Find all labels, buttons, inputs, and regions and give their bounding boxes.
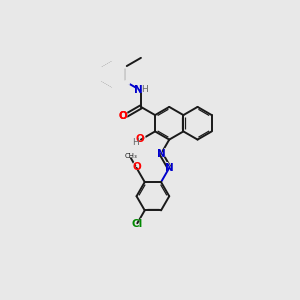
Text: CH₃: CH₃ [125, 153, 138, 159]
Text: O: O [132, 160, 142, 173]
Text: Cl: Cl [131, 219, 142, 230]
Text: N: N [166, 163, 174, 173]
Text: N: N [135, 83, 144, 97]
Text: Cl: Cl [130, 218, 143, 231]
Text: O: O [118, 111, 127, 121]
Text: O: O [118, 109, 127, 122]
Text: N: N [165, 161, 175, 174]
Text: O: O [118, 111, 127, 121]
Text: H: H [141, 85, 148, 94]
Text: N: N [157, 149, 166, 159]
Text: N: N [134, 85, 142, 95]
Text: O: O [136, 134, 145, 144]
Text: N: N [157, 147, 166, 160]
Text: O: O [133, 162, 141, 172]
Text: H: H [133, 138, 139, 147]
Text: O: O [135, 133, 146, 146]
